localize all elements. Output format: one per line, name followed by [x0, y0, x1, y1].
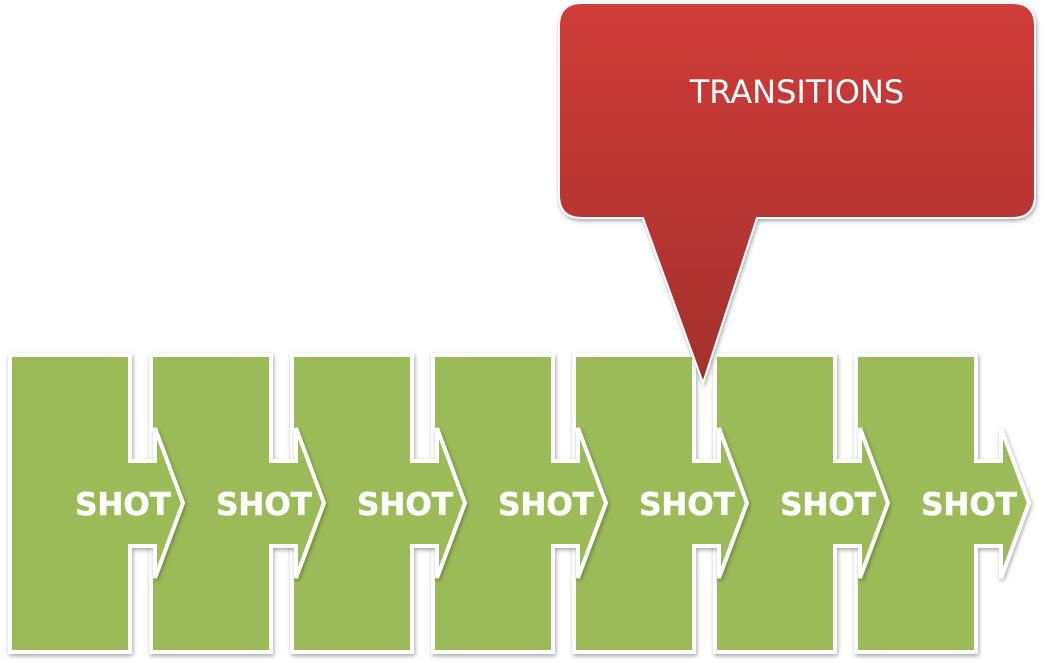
- shot-arrow-shape: [854, 353, 1032, 654]
- shot-label: SHOT: [498, 487, 594, 523]
- shot-label: SHOT: [921, 487, 1017, 523]
- shot-label: SHOT: [357, 487, 453, 523]
- shot-block: SHOT: [713, 353, 891, 654]
- shot-arrow-shape: [149, 353, 327, 654]
- shot-arrow-shape: [572, 353, 750, 654]
- shot-block: SHOT: [431, 353, 609, 654]
- callout-bubble: [558, 2, 1036, 387]
- shot-block: SHOT: [572, 353, 750, 654]
- shot-arrow-shape: [713, 353, 891, 654]
- shot-label: SHOT: [780, 487, 876, 523]
- shot-arrow-shape: [431, 353, 609, 654]
- shot-block: SHOT: [8, 353, 186, 654]
- callout-label: TRANSITIONS: [689, 73, 904, 111]
- transitions-callout: TRANSITIONS: [558, 2, 1036, 387]
- shot-arrow-shape: [8, 353, 186, 654]
- shot-label: SHOT: [639, 487, 735, 523]
- shot-arrow-shape: [290, 353, 468, 654]
- shot-label: SHOT: [75, 487, 171, 523]
- shot-block: SHOT: [290, 353, 468, 654]
- shot-label: SHOT: [216, 487, 312, 523]
- shot-block: SHOT: [149, 353, 327, 654]
- shot-sequence: SHOT SHOT SHOT SHOT SHOT SHOT SHOT: [8, 353, 1032, 654]
- shot-block: SHOT: [854, 353, 1032, 654]
